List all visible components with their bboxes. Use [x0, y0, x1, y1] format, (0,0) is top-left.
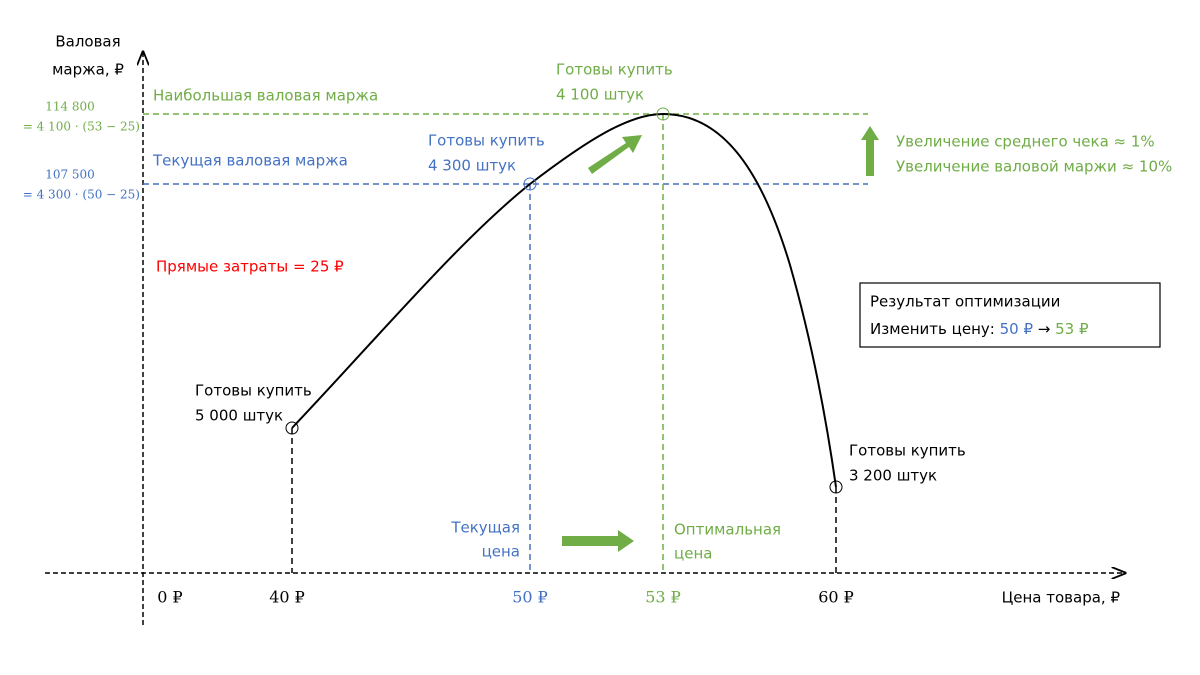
y-axis-label: маржа, ₽ [52, 61, 124, 79]
max-margin-title: Наибольшая валовая маржа [153, 87, 378, 105]
point [829, 480, 843, 494]
x-tick: 40 ₽ [269, 588, 305, 607]
result-prefix: Изменить цену: [870, 320, 1000, 338]
optimal-price-label: цена [674, 545, 712, 563]
current-margin-formula: = 4 300 · (50 − 25) [23, 188, 140, 202]
max-margin-formula: = 4 100 · (53 − 25) [23, 120, 140, 134]
margin-curve [291, 112, 837, 488]
point-label: Готовы купить [195, 382, 312, 400]
current-price-label: цена [482, 543, 520, 561]
point [656, 107, 670, 121]
point [285, 421, 299, 435]
point-label: 4 300 штук [428, 157, 516, 175]
point-label: Готовы купить [428, 132, 545, 150]
y-axis-label: Валовая [55, 33, 120, 51]
x-tick: 0 ₽ [157, 588, 182, 607]
result-box [859, 282, 1161, 348]
x-axis-label: Цена товара, ₽ [1002, 589, 1121, 607]
arrow-up [861, 126, 879, 176]
direct-costs: Прямые затраты = 25 ₽ [156, 258, 344, 276]
result-arrow: → [1033, 320, 1055, 338]
increase-margin: Увеличение валовой маржи ≈ 10% [896, 158, 1172, 176]
point-label: 4 100 штук [556, 86, 644, 104]
point-label: 5 000 штук [195, 407, 283, 425]
current-price-label: Текущая [450, 519, 520, 537]
x-tick: 50 ₽ [512, 588, 548, 607]
x-tick: 53 ₽ [645, 588, 681, 607]
arrow-right [562, 530, 634, 552]
arrow-diagonal [588, 135, 642, 174]
current-margin-value: 107 500 [45, 168, 95, 182]
point-label: Готовы купить [849, 442, 966, 460]
result-old: 50 ₽ [1000, 320, 1034, 338]
current-margin-title: Текущая валовая маржа [152, 152, 348, 170]
optimal-price-label: Оптимальная [674, 521, 781, 539]
point-label: Готовы купить [556, 61, 673, 79]
result-line: Изменить цену: 50 ₽ → 53 ₽ [870, 320, 1089, 338]
point [523, 177, 537, 191]
point-label: 3 200 штук [849, 467, 937, 485]
result-title: Результат оптимизации [870, 293, 1060, 311]
result-new: 53 ₽ [1055, 320, 1089, 338]
max-margin-value: 114 800 [45, 100, 95, 114]
increase-check: Увеличение среднего чека ≈ 1% [896, 133, 1155, 151]
x-tick: 60 ₽ [818, 588, 854, 607]
